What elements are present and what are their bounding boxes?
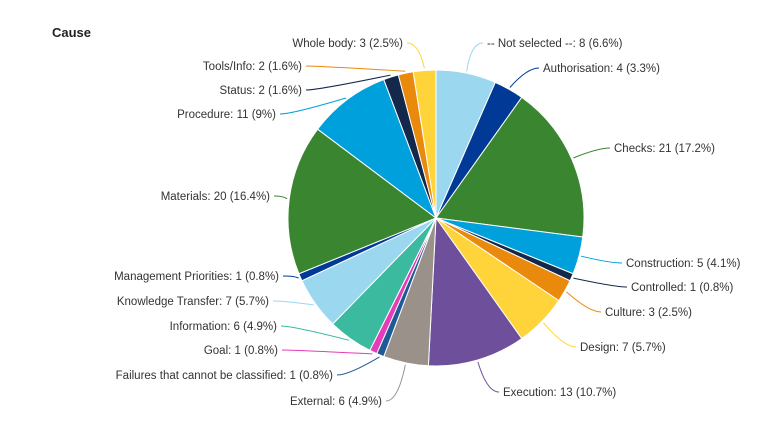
data-label-tools-info: Tools/Info: 2 (1.6%) [203,61,302,73]
data-label-information: Information: 6 (4.9%) [170,321,278,333]
data-label-external: External: 6 (4.9%) [290,396,382,408]
pie-slice-materials[interactable] [287,128,438,275]
pie-slice-whole-body[interactable] [412,69,437,219]
leader-line-external [385,364,406,402]
data-label-execution: Execution: 13 (10.7%) [503,387,616,399]
pie-slice-execution[interactable] [427,216,523,367]
leader-line-information [280,325,350,341]
leader-line-controlled [573,277,628,288]
leader-line-execution [477,361,500,393]
pie-slice-checks[interactable] [435,96,585,238]
data-label-culture: Culture: 3 (2.5%) [605,307,692,319]
data-label-construction: Construction: 5 (4.1%) [626,258,741,270]
data-label-design: Design: 7 (5.7%) [580,342,666,354]
leader-line-checks [573,147,611,159]
leader-line-failures-that-cannot-be-classified [336,356,380,376]
data-label-authorisation: Authorisation: 4 (3.3%) [543,63,660,75]
data-label-knowledge-transfer: Knowledge Transfer: 7 (5.7%) [117,296,269,308]
leader-line-goal [281,349,373,355]
data-label-procedure: Procedure: 11 (9%) [177,109,276,121]
leader-line-authorisation [509,67,540,88]
data-label-management-priorities: Management Priorities: 1 (0.8%) [114,271,279,283]
data-label-materials: Materials: 20 (16.4%) [161,191,270,203]
data-label-controlled: Controlled: 1 (0.8%) [631,282,733,294]
leader-line-tools-info [305,65,406,72]
leader-line-materials [273,195,288,200]
data-label-goal: Goal: 1 (0.8%) [204,345,278,357]
leader-line-management-priorities [282,275,299,279]
data-label-status: Status: 2 (1.6%) [220,85,303,97]
data-label-whole-body: Whole body: 3 (2.5%) [292,38,403,50]
leader-line-status [305,74,391,91]
leader-line-not-selected [466,42,484,72]
leader-line-knowledge-transfer [272,300,314,306]
leader-line-whole-body [406,42,425,69]
leader-line-design [543,322,577,348]
leader-line-culture [566,291,602,313]
data-label-not-selected: -- Not selected --: 8 (6.6%) [487,38,623,50]
data-label-checks: Checks: 21 (17.2%) [614,143,715,155]
data-label-failures-that-cannot-be-classified: Failures that cannot be classified: 1 (0… [116,370,334,382]
leader-line-procedure [279,97,347,115]
leader-line-construction [580,255,623,264]
chart-title: Cause [52,25,92,40]
pie-slice-procedure[interactable] [316,78,438,220]
